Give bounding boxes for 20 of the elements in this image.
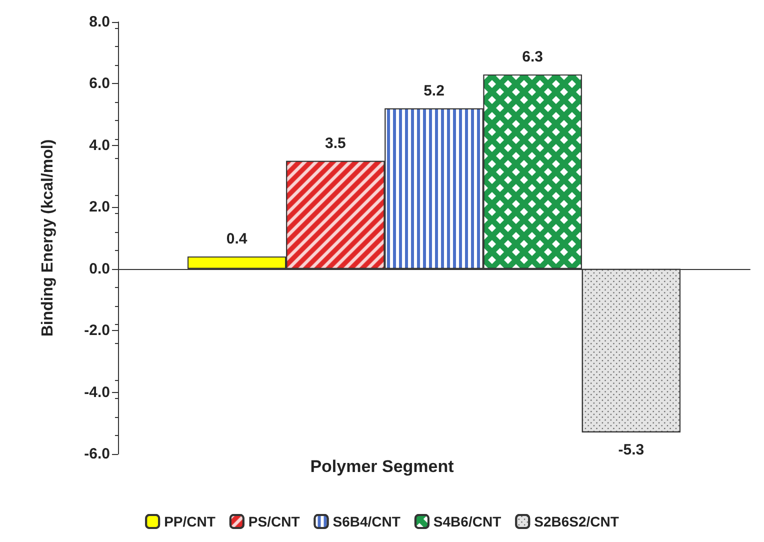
y-tick-label: 4.0 bbox=[89, 136, 110, 154]
data-label: 5.2 bbox=[424, 82, 444, 100]
legend-label: S4B6/CNT bbox=[433, 514, 502, 530]
y-tick-label: 0.0 bbox=[89, 260, 110, 278]
y-tick-label: -2.0 bbox=[84, 322, 110, 340]
y-tick-label: 6.0 bbox=[89, 75, 110, 92]
legend-label: S6B4/CNT bbox=[332, 514, 401, 530]
data-label: 6.3 bbox=[522, 48, 544, 66]
data-label: -5.3 bbox=[618, 441, 644, 458]
y-tick-label: 2.0 bbox=[89, 198, 110, 216]
legend-label: PP/CNT bbox=[164, 514, 216, 530]
x-axis-title: Polymer Segment bbox=[310, 457, 454, 476]
y-tick-label: -6.0 bbox=[84, 446, 110, 462]
data-label: 0.4 bbox=[226, 230, 248, 248]
y-tick-label: 8.0 bbox=[89, 14, 110, 30]
y-tick-label: -4.0 bbox=[84, 384, 110, 401]
legend-label: PS/CNT bbox=[248, 514, 300, 530]
y-axis-title: Binding Energy (kcal/mol) bbox=[40, 139, 56, 337]
legend-label: S2B6S2/CNT bbox=[534, 514, 620, 530]
data-label: 3.5 bbox=[324, 134, 346, 152]
